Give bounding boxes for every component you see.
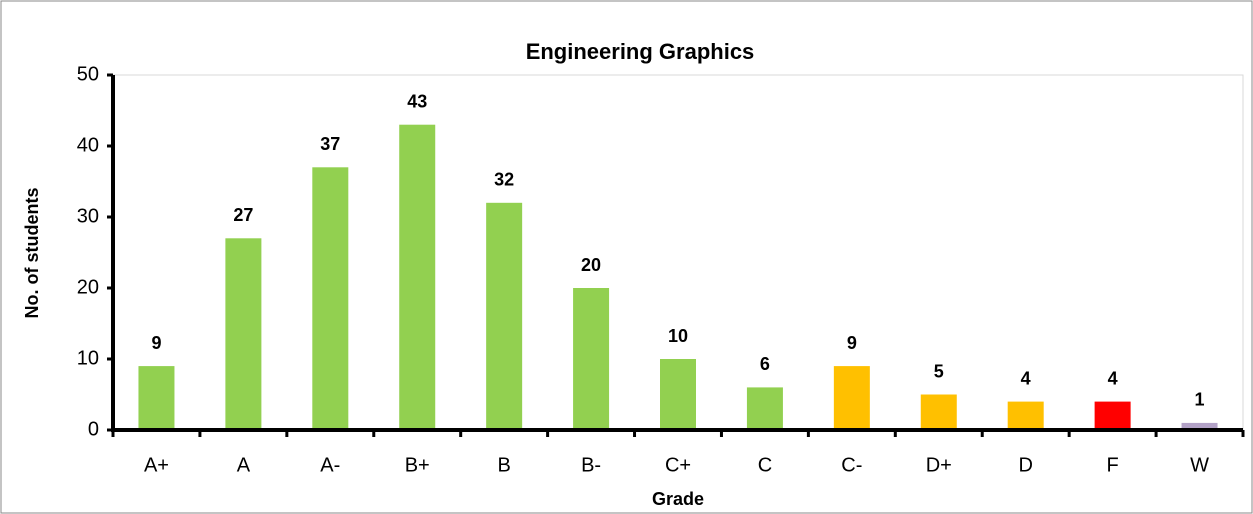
y-tick-label: 20 xyxy=(77,276,99,298)
value-label: 43 xyxy=(407,91,427,111)
bar xyxy=(1094,401,1131,430)
y-tick-label: 0 xyxy=(88,418,99,440)
y-tick-label: 50 xyxy=(77,63,99,85)
y-tick-label: 40 xyxy=(77,134,99,156)
x-tick-label: C- xyxy=(841,454,862,476)
value-label: 6 xyxy=(760,354,770,374)
x-tick-label: D xyxy=(1018,454,1032,476)
bar xyxy=(1181,422,1218,430)
bar xyxy=(312,167,349,431)
value-label: 9 xyxy=(847,333,857,353)
x-tick-label: F xyxy=(1107,454,1119,476)
y-tick-label: 30 xyxy=(77,205,99,227)
x-axis-label: Grade xyxy=(652,489,704,509)
chart-title: Engineering Graphics xyxy=(526,39,755,64)
x-tick-label: B+ xyxy=(405,454,430,476)
bar xyxy=(225,238,262,430)
x-tick-label: C+ xyxy=(665,454,691,476)
value-label: 32 xyxy=(494,170,514,190)
value-label: 10 xyxy=(668,326,688,346)
bar xyxy=(138,366,175,430)
y-tick-label: 10 xyxy=(77,347,99,369)
bar xyxy=(486,202,523,430)
y-axis-label: No. of students xyxy=(22,188,42,319)
value-label: 4 xyxy=(1021,368,1031,388)
value-label: 20 xyxy=(581,255,601,275)
x-tick-label: D+ xyxy=(926,454,952,476)
x-tick-label: A- xyxy=(320,454,340,476)
x-tick-label: W xyxy=(1190,454,1209,476)
bar xyxy=(746,387,783,430)
x-tick-label: A+ xyxy=(144,454,169,476)
x-tick-label: B- xyxy=(581,454,601,476)
bar xyxy=(920,394,957,430)
bar xyxy=(399,124,436,430)
value-label: 27 xyxy=(233,205,253,225)
value-label: 9 xyxy=(151,333,161,353)
bar xyxy=(1007,401,1044,430)
bar xyxy=(573,288,610,430)
x-tick-label: C xyxy=(758,454,772,476)
value-label: 1 xyxy=(1195,390,1205,410)
x-tick-label: A xyxy=(237,454,251,476)
bar xyxy=(660,359,696,430)
value-label: 5 xyxy=(934,361,944,381)
value-label: 4 xyxy=(1108,368,1118,388)
x-tick-label: B xyxy=(497,454,510,476)
bar xyxy=(833,366,870,430)
value-label: 37 xyxy=(320,134,340,154)
